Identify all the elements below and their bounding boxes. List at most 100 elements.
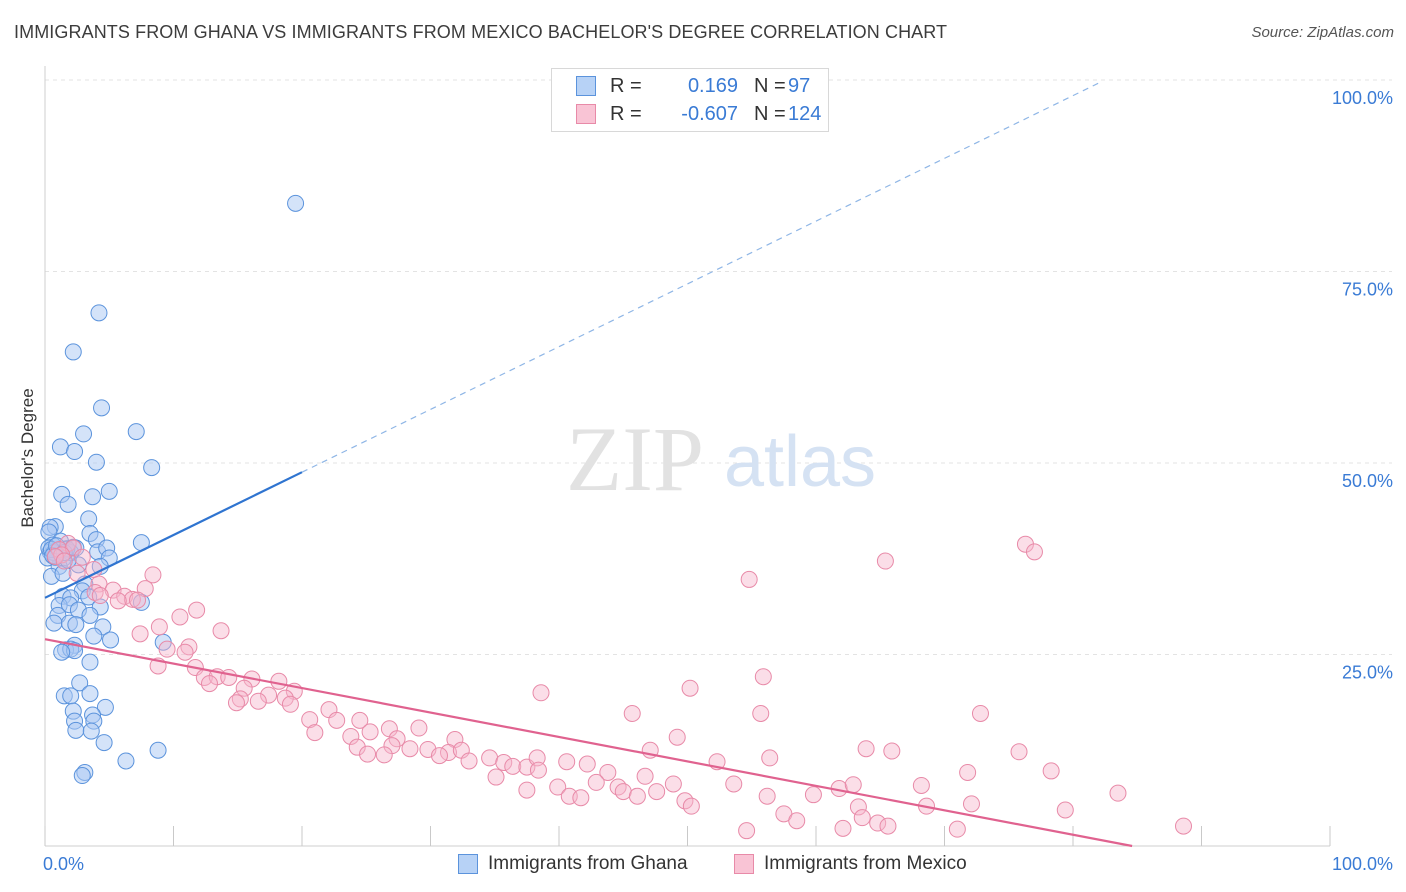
mexico-point bbox=[962, 795, 980, 813]
mexico-point bbox=[171, 608, 189, 626]
ghana-point bbox=[81, 606, 99, 624]
ghana-trend-line bbox=[44, 471, 303, 599]
mexico-point bbox=[1109, 784, 1127, 802]
mexico-point bbox=[430, 747, 448, 765]
mexico-point bbox=[879, 817, 897, 835]
mexico-point bbox=[1175, 817, 1193, 835]
y-tick-label: 50.0% bbox=[1342, 471, 1393, 491]
ghana-points bbox=[39, 194, 305, 785]
ghana-point bbox=[82, 722, 100, 740]
mexico-point bbox=[948, 820, 966, 838]
ghana-point bbox=[127, 423, 145, 441]
y-tick-label: 25.0% bbox=[1342, 663, 1393, 683]
mexico-point bbox=[752, 704, 770, 722]
mexico-point bbox=[73, 548, 91, 566]
mexico-point bbox=[628, 787, 646, 805]
mexico-point bbox=[487, 768, 505, 786]
mexico-point bbox=[1042, 762, 1060, 780]
ghana-point bbox=[59, 495, 77, 513]
legend-r-label: R = bbox=[610, 103, 642, 125]
mexico-point bbox=[361, 723, 379, 741]
mexico-point bbox=[1056, 801, 1074, 819]
mexico-point bbox=[549, 778, 567, 796]
legend-r-value-mexico: -0.607 bbox=[681, 103, 738, 125]
ghana-point bbox=[90, 304, 108, 322]
mexico-point bbox=[849, 798, 867, 816]
ghana-point bbox=[102, 631, 120, 649]
watermark-zip: ZIP bbox=[566, 408, 704, 510]
mexico-point bbox=[342, 727, 360, 745]
mexico-point bbox=[578, 755, 596, 773]
mexico-point bbox=[876, 552, 894, 570]
mexico-point bbox=[754, 668, 772, 686]
mexico-point bbox=[883, 742, 901, 760]
chart-title: IMMIGRANTS FROM GHANA VS IMMIGRANTS FROM… bbox=[14, 22, 948, 42]
ghana-point bbox=[96, 698, 114, 716]
mexico-point bbox=[109, 592, 127, 610]
ghana-point bbox=[71, 674, 89, 692]
mexico-point bbox=[348, 738, 366, 756]
mexico-point bbox=[682, 797, 700, 815]
ghana-point bbox=[62, 687, 80, 705]
ghana-point bbox=[87, 453, 105, 471]
x-tick-label-max: 100.0% bbox=[1332, 854, 1393, 874]
mexico-point bbox=[614, 783, 632, 801]
series-label-ghana: Immigrants from Ghana bbox=[488, 853, 688, 874]
ghana-point bbox=[95, 734, 113, 752]
mexico-point bbox=[388, 730, 406, 748]
ghana-point bbox=[80, 510, 98, 528]
ghana-point bbox=[75, 425, 93, 443]
mexico-point bbox=[738, 822, 756, 840]
mexico-point bbox=[212, 622, 230, 640]
axes bbox=[44, 66, 1331, 847]
mexico-point bbox=[306, 724, 324, 742]
legend-r-value-ghana: 0.169 bbox=[687, 75, 738, 97]
mexico-point bbox=[648, 783, 666, 801]
mexico-point bbox=[481, 749, 499, 767]
legend-r-label: R = bbox=[610, 75, 642, 97]
y-tick-labels: 25.0% 50.0% 75.0% 100.0% bbox=[1332, 88, 1393, 683]
ghana-point bbox=[45, 614, 63, 632]
ghana-point bbox=[287, 194, 305, 212]
mexico-points bbox=[46, 534, 1193, 840]
series-swatch-mexico bbox=[734, 854, 754, 874]
x-tick-labels: 0.0% 100.0% bbox=[43, 854, 1393, 874]
mexico-point bbox=[857, 740, 875, 758]
mexico-point bbox=[529, 761, 547, 779]
mexico-point bbox=[504, 757, 522, 775]
mexico-point bbox=[401, 740, 419, 758]
ghana-point bbox=[73, 767, 91, 785]
legend-swatch-ghana bbox=[576, 76, 596, 96]
mexico-point bbox=[129, 591, 147, 609]
mexico-point bbox=[55, 552, 73, 570]
mexico-point bbox=[528, 749, 546, 767]
mexico-point bbox=[235, 679, 253, 697]
correlation-legend: R = 0.169 N = 97 R = -0.607 N = 124 bbox=[551, 68, 829, 132]
mexico-point bbox=[227, 694, 245, 712]
mexico-point bbox=[351, 711, 369, 729]
mexico-point bbox=[664, 775, 682, 793]
mexico-point bbox=[971, 704, 989, 722]
mexico-point bbox=[158, 640, 176, 658]
mexico-point bbox=[460, 752, 478, 770]
mexico-point bbox=[912, 776, 930, 794]
mexico-point bbox=[758, 787, 776, 805]
y-tick-label: 100.0% bbox=[1332, 88, 1393, 108]
ghana-point bbox=[66, 443, 84, 461]
mexico-point bbox=[532, 684, 550, 702]
legend-n-label: N = bbox=[754, 75, 786, 97]
mexico-point bbox=[609, 778, 627, 796]
mexico-point bbox=[249, 692, 267, 710]
mexico-point bbox=[270, 672, 288, 690]
mexico-point bbox=[46, 547, 64, 565]
mexico-point bbox=[623, 704, 641, 722]
mexico-point bbox=[1025, 543, 1043, 561]
mexico-point bbox=[844, 776, 862, 794]
ghana-point bbox=[51, 438, 69, 456]
mexico-point bbox=[869, 814, 887, 832]
ghana-point bbox=[93, 399, 111, 417]
mexico-point bbox=[788, 812, 806, 830]
series-label-mexico: Immigrants from Mexico bbox=[764, 853, 967, 874]
mexico-point bbox=[959, 763, 977, 781]
source-label: Source: ZipAtlas.com bbox=[1251, 24, 1394, 41]
